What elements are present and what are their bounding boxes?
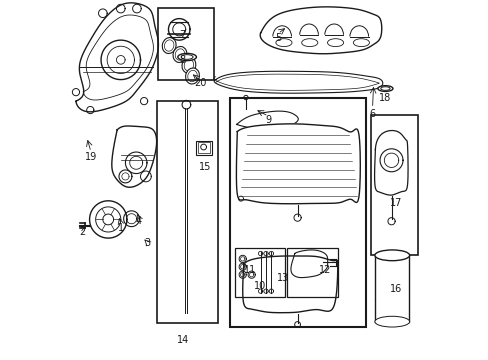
- Text: 19: 19: [85, 152, 97, 162]
- Text: 3: 3: [144, 238, 150, 248]
- Ellipse shape: [162, 37, 176, 54]
- Bar: [374, 255, 408, 321]
- Ellipse shape: [353, 39, 369, 46]
- Ellipse shape: [374, 250, 409, 261]
- Ellipse shape: [374, 316, 409, 327]
- Ellipse shape: [275, 39, 291, 46]
- Ellipse shape: [377, 86, 392, 91]
- Ellipse shape: [175, 49, 184, 60]
- Bar: [230, 98, 366, 327]
- Text: 4: 4: [135, 216, 142, 226]
- Text: 5: 5: [274, 33, 281, 43]
- Text: 8: 8: [179, 55, 185, 65]
- Text: 20: 20: [194, 78, 206, 88]
- Text: 15: 15: [199, 162, 211, 172]
- Ellipse shape: [181, 55, 193, 59]
- Ellipse shape: [187, 70, 197, 82]
- Polygon shape: [242, 256, 337, 313]
- Ellipse shape: [182, 57, 195, 73]
- Ellipse shape: [327, 39, 343, 46]
- Text: 11: 11: [243, 265, 256, 275]
- Ellipse shape: [164, 40, 174, 51]
- Text: 2: 2: [79, 227, 85, 237]
- Text: 7: 7: [179, 30, 185, 40]
- Bar: [158, 8, 214, 80]
- Text: 14: 14: [176, 334, 188, 345]
- Ellipse shape: [301, 39, 317, 46]
- Text: 18: 18: [379, 93, 391, 103]
- Text: 13: 13: [277, 273, 289, 283]
- Polygon shape: [236, 124, 360, 204]
- Bar: [286, 248, 337, 297]
- Text: 17: 17: [389, 198, 402, 208]
- Text: 10: 10: [253, 281, 265, 291]
- Ellipse shape: [185, 68, 199, 84]
- Polygon shape: [260, 7, 381, 54]
- Bar: [156, 101, 217, 323]
- Ellipse shape: [184, 59, 193, 71]
- Text: 9: 9: [265, 115, 271, 125]
- Ellipse shape: [173, 46, 186, 63]
- Ellipse shape: [178, 53, 196, 60]
- Ellipse shape: [380, 87, 389, 90]
- Bar: [197, 142, 210, 153]
- Text: 12: 12: [318, 265, 331, 275]
- Text: 16: 16: [389, 284, 402, 294]
- Bar: [234, 248, 284, 297]
- Text: 1: 1: [118, 224, 123, 233]
- Bar: [196, 140, 211, 155]
- Text: 6: 6: [369, 109, 375, 119]
- Bar: [370, 116, 418, 255]
